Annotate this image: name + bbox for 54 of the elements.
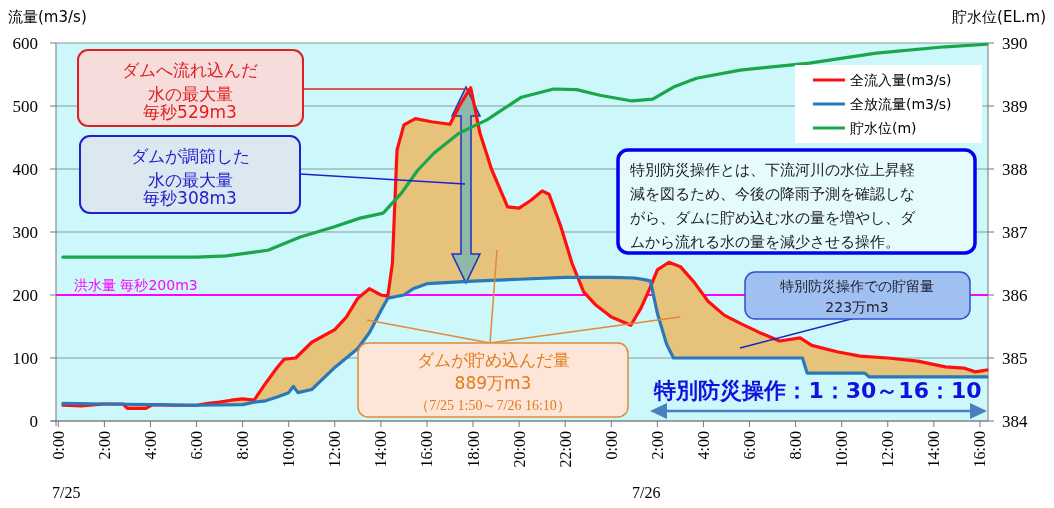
x-tick-label: 4:00: [694, 431, 712, 460]
legend-label: 全流入量(m3/s): [850, 72, 952, 88]
annotation: （7/25 1:50～7/26 16:10）: [415, 398, 571, 413]
x-tick-label: 6:00: [188, 431, 206, 460]
y2-tick-label: 390: [1002, 34, 1028, 53]
y-tick-label: 0: [29, 412, 38, 431]
x-tick-label: 6:00: [741, 431, 759, 460]
annotation: ダムが調節した水の最大量: [130, 146, 250, 190]
legend-label: 全放流量(m3/s): [850, 96, 952, 112]
x-tick-label: 0:00: [49, 431, 67, 460]
annotation: 特別防災操作とは、下流河川の水位上昇軽減を図るため、今後の降雨予測を確認しながら、ダムに貯め込む水の量を増やし、ダムから流れる水の量を減少させる操作。: [630, 161, 916, 251]
y-axis-title: 流量(m3/s): [8, 8, 87, 26]
x-tick-label: 16:00: [418, 431, 436, 468]
x-tick-label: 8:00: [234, 431, 252, 460]
y-tick-label: 300: [12, 223, 38, 242]
x-tick-label: 16:00: [971, 431, 989, 468]
x-tick-label: 2:00: [95, 431, 113, 460]
annotation: 毎秒308m3: [143, 188, 237, 208]
annotation: ダムが貯め込んだ量: [416, 350, 570, 370]
x-tick-label: 18:00: [464, 431, 482, 468]
x-tick-label: 4:00: [141, 431, 159, 460]
y2-tick-label: 387: [1002, 223, 1028, 242]
y2-tick-label: 388: [1002, 160, 1028, 179]
x-tick-label: 10:00: [280, 431, 298, 468]
y-tick-label: 600: [12, 34, 38, 53]
ref-line-label: 洪水量 毎秒200m3: [74, 277, 198, 293]
y-tick-label: 100: [12, 349, 38, 368]
y2-axis-title: 貯水位(EL.m): [952, 8, 1046, 26]
annotation: 特別防災操作：1：30～16：10: [653, 378, 982, 403]
x-tick-label: 2:00: [648, 431, 666, 460]
annotation: ダムへ流れ込んだ水の最大量: [122, 60, 258, 104]
x-tick-label: 14:00: [372, 431, 390, 468]
y2-tick-label: 385: [1002, 349, 1028, 368]
y-tick-label: 500: [12, 97, 38, 116]
annotation: 毎秒529m3: [143, 102, 237, 122]
y2-tick-label: 384: [1002, 412, 1028, 431]
x-tick-label: 8:00: [787, 431, 805, 460]
y-tick-label: 400: [12, 160, 38, 179]
y2-tick-label: 389: [1002, 97, 1028, 116]
y-tick-label: 200: [12, 286, 38, 305]
annotation: 特別防災操作での貯留量: [780, 278, 934, 294]
x-tick-label: 12:00: [879, 431, 897, 468]
legend-label: 貯水位(m): [850, 120, 917, 136]
text: 7/26: [632, 484, 661, 501]
text: 7/25: [52, 484, 81, 501]
x-tick-label: 20:00: [510, 431, 528, 468]
y2-tick-label: 386: [1002, 286, 1028, 305]
x-tick-label: 14:00: [925, 431, 943, 468]
x-tick-label: 0:00: [602, 431, 620, 460]
x-tick-label: 22:00: [556, 431, 574, 468]
x-tick-label: 12:00: [326, 431, 344, 468]
annotation: 889万m3: [454, 373, 532, 393]
x-tick-label: 10:00: [833, 431, 851, 468]
annotation: 223万m3: [825, 299, 889, 315]
